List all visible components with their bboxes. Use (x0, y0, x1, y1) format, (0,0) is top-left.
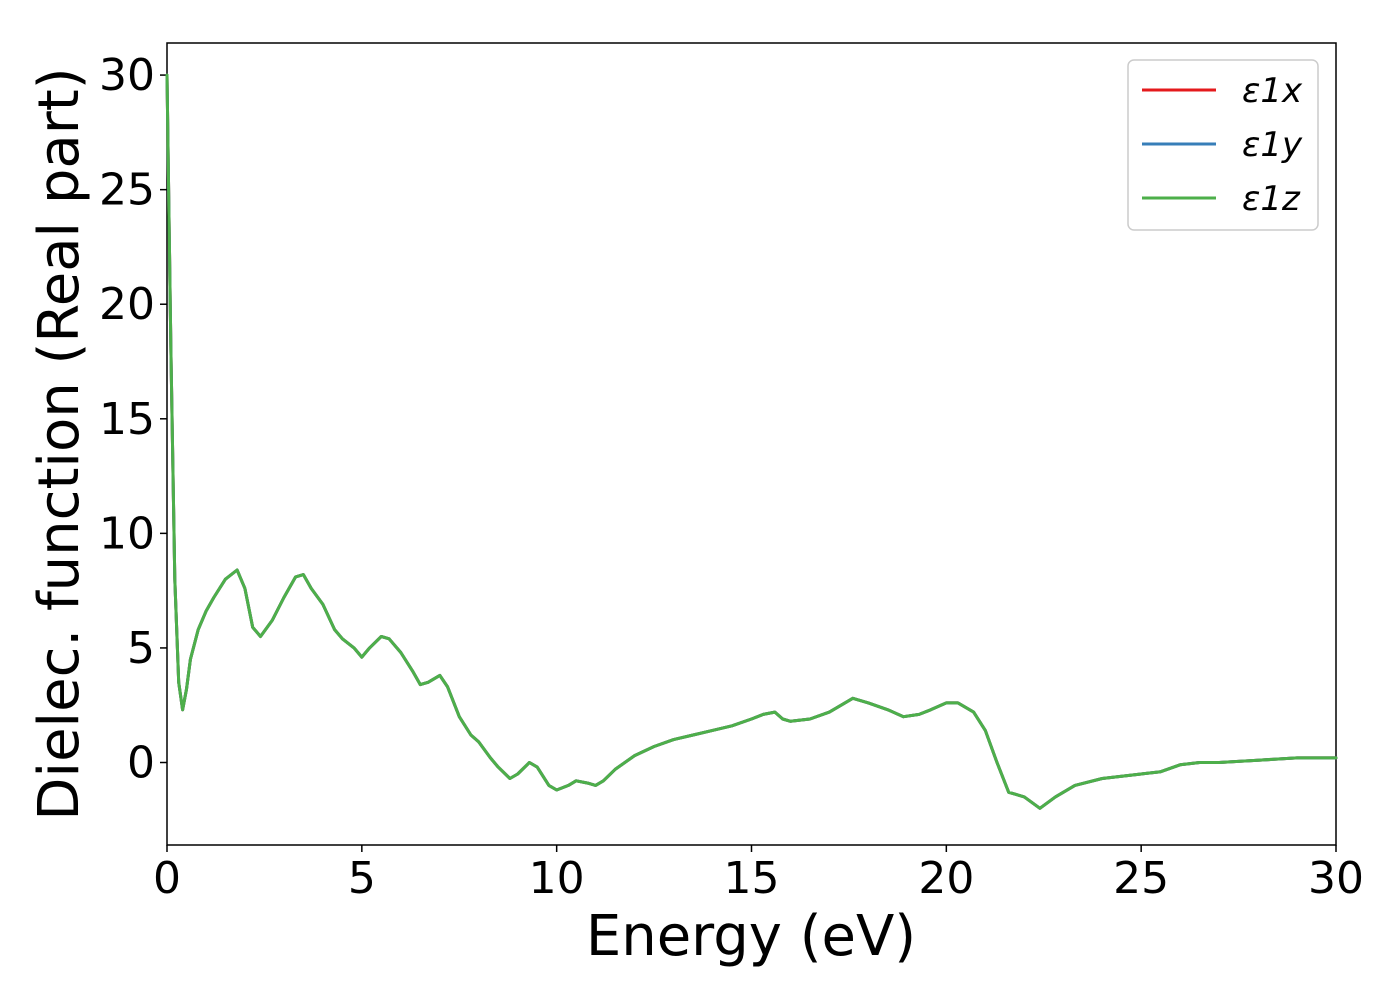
series-lines (165, 73, 1338, 810)
y-axis-ticks: 0 5 10 15 20 25 30 (99, 50, 167, 789)
y-tick-label: 5 (127, 623, 155, 674)
y-tick-label: 0 (127, 738, 155, 789)
x-tick-label: 0 (153, 853, 181, 904)
x-axis-ticks: 0 5 10 15 20 25 30 (153, 845, 1364, 904)
y-tick-label: 20 (99, 279, 155, 330)
x-tick-label: 15 (724, 853, 780, 904)
y-tick-label: 25 (99, 165, 155, 216)
x-tick-label: 10 (529, 853, 585, 904)
legend-label: ε1y (1242, 125, 1303, 165)
x-tick-label: 30 (1308, 853, 1364, 904)
y-axis-title: Dielec. function (Real part) (27, 67, 92, 820)
x-tick-label: 20 (918, 853, 974, 904)
legend-label: ε1z (1242, 179, 1301, 219)
legend: ε1x ε1y ε1z (1127, 59, 1319, 231)
y-tick-label: 15 (99, 394, 155, 445)
x-tick-label: 25 (1113, 853, 1169, 904)
series-line-3 (165, 73, 1338, 810)
y-tick-label: 30 (99, 50, 155, 101)
legend-box (1127, 59, 1319, 231)
legend-label: ε1x (1242, 71, 1303, 111)
x-axis-title: Energy (eV) (586, 904, 916, 969)
y-tick-label: 10 (99, 508, 155, 559)
x-tick-label: 5 (348, 853, 376, 904)
